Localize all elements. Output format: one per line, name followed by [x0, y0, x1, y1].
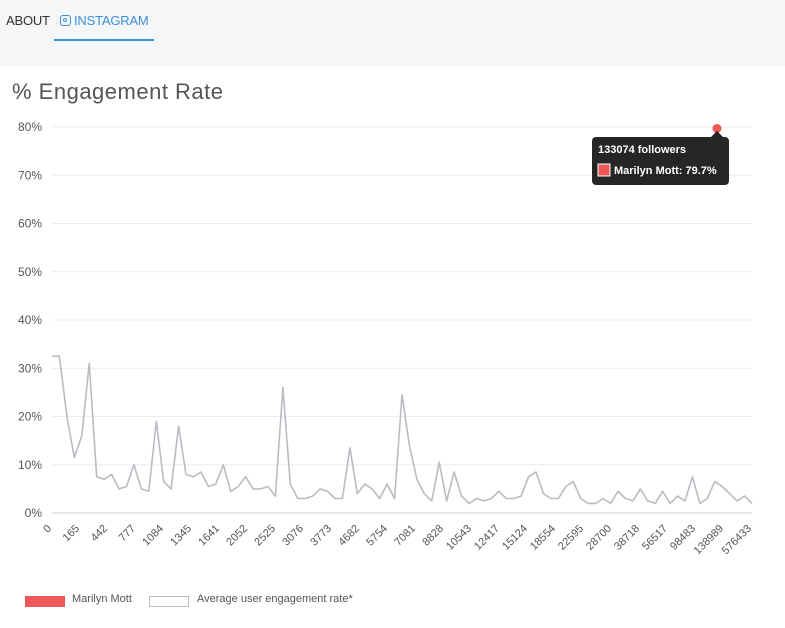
y-tick-label: 40% [18, 313, 42, 327]
legend-label-marilyn[interactable]: Marilyn Mott [72, 593, 132, 605]
y-tick-label: 20% [18, 410, 42, 424]
tooltip-caret [711, 131, 723, 137]
tab-instagram-label: INSTAGRAM [74, 13, 149, 28]
x-tick-label: 7081 [392, 523, 418, 549]
highlight-point [712, 123, 722, 133]
legend-swatch-marilyn[interactable] [25, 596, 65, 607]
x-tick-label: 2525 [252, 523, 278, 549]
tooltip-label: Marilyn Mott: 79.7% [614, 165, 717, 177]
y-tick-label: 60% [18, 217, 42, 231]
legend-label-average[interactable]: Average user engagement rate* [197, 593, 353, 605]
x-tick-label: 4682 [336, 523, 362, 549]
y-tick-label: 70% [18, 168, 42, 182]
x-tick-label: 3773 [308, 523, 334, 549]
x-tick-label: 777 [117, 523, 138, 544]
top-navigation: ABOUT INSTAGRAM [0, 0, 785, 66]
tooltip-title: 133074 followers [598, 144, 686, 156]
x-tick-label: 38718 [612, 523, 642, 553]
series-line-average [52, 355, 753, 505]
x-tick-label: 12417 [472, 523, 502, 553]
legend-swatch-average[interactable] [149, 596, 189, 607]
y-tick-label: 50% [18, 265, 42, 279]
x-tick-label: 1084 [140, 523, 166, 549]
active-tab-indicator [54, 39, 154, 41]
x-tick-label: 0 [41, 523, 54, 536]
x-tick-label: 5754 [364, 523, 390, 549]
x-tick-label: 10543 [444, 523, 474, 553]
x-tick-label: 3076 [280, 523, 306, 549]
x-tick-label: 28700 [584, 523, 614, 553]
page-title: % Engagement Rate [12, 79, 224, 104]
y-tick-label: 0% [25, 506, 43, 520]
y-tick-label: 30% [18, 361, 42, 375]
x-tick-label: 1641 [196, 523, 222, 549]
y-tick-label: 10% [18, 458, 42, 472]
x-tick-label: 442 [89, 523, 110, 544]
x-tick-label: 138989 [692, 523, 726, 557]
x-tick-label: 22595 [556, 523, 586, 553]
tab-instagram[interactable]: INSTAGRAM [60, 13, 149, 28]
tab-about[interactable]: ABOUT [6, 13, 50, 28]
x-tick-label: 165 [61, 523, 82, 544]
x-tick-label: 2052 [224, 523, 250, 549]
x-tick-label: 1345 [168, 523, 194, 549]
x-tick-label: 18554 [528, 523, 558, 553]
y-tick-label: 80% [18, 120, 42, 134]
tooltip-swatch [597, 163, 611, 177]
tooltip [592, 137, 729, 185]
instagram-icon [60, 15, 71, 26]
x-tick-label: 56517 [640, 523, 670, 553]
x-tick-label: 15124 [500, 523, 530, 553]
x-tick-label: 8828 [420, 523, 446, 549]
x-tick-label: 576433 [720, 523, 754, 557]
